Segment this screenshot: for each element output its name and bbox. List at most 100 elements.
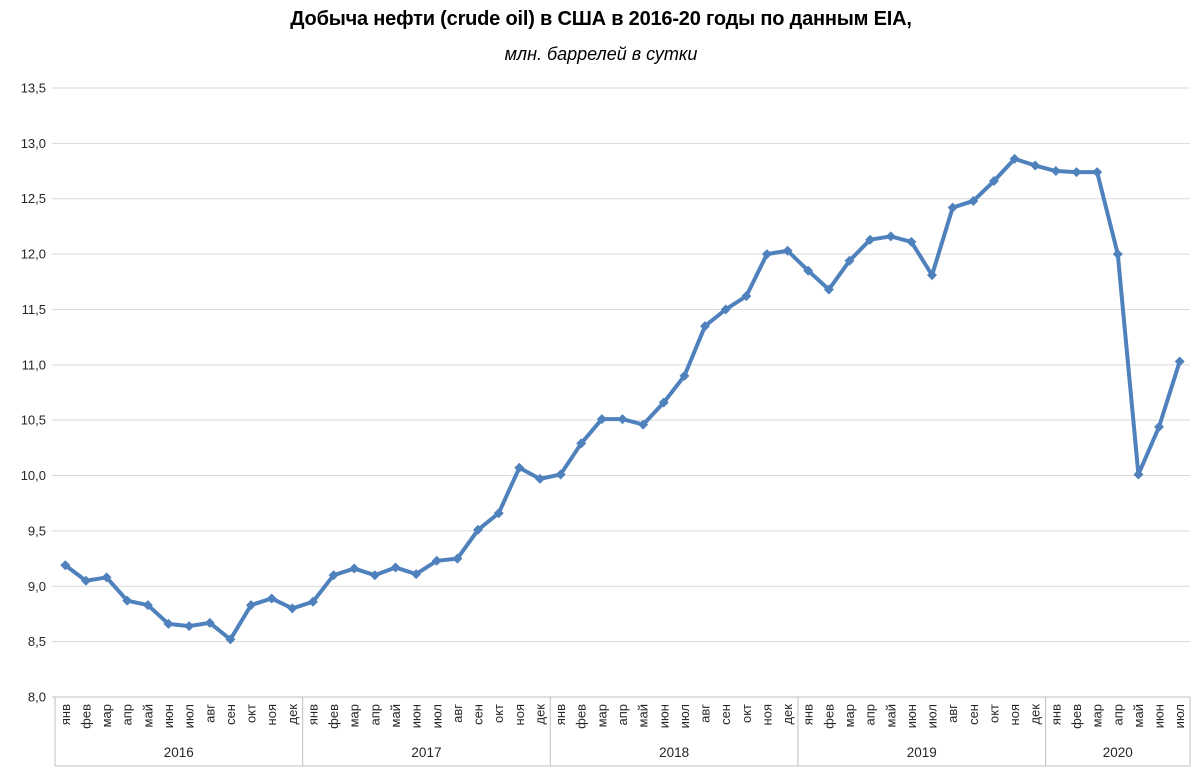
x-month-label: дек	[780, 704, 795, 725]
data-point-marker	[638, 419, 649, 430]
x-month-label: ноя	[1007, 704, 1022, 725]
chart-subtitle: млн. баррелей в сутки	[504, 44, 698, 64]
data-point-marker	[761, 249, 772, 260]
x-month-label: июл	[925, 704, 940, 728]
x-month-label: дек	[285, 704, 300, 725]
gridlines	[52, 87, 1190, 698]
data-point-marker	[1030, 160, 1041, 171]
x-month-label: ноя	[759, 704, 774, 725]
production-line	[63, 156, 1182, 642]
x-month-label: окт	[244, 704, 259, 723]
data-point-marker	[1071, 167, 1082, 178]
x-month-label: апр	[863, 704, 878, 726]
x-month-label: июл	[677, 704, 692, 728]
data-point-marker	[1092, 167, 1103, 178]
data-point-marker	[1133, 469, 1144, 480]
data-point-marker	[246, 600, 257, 611]
x-month-label: мар	[594, 704, 609, 727]
data-point-marker	[1174, 356, 1185, 367]
data-point-marker	[493, 508, 504, 519]
data-point-marker	[390, 562, 401, 573]
data-point-marker	[411, 569, 422, 580]
x-month-label: июл	[429, 704, 444, 728]
x-month-label: мар	[99, 704, 114, 727]
y-tick-label: 10,0	[21, 468, 46, 483]
x-month-label: апр	[367, 704, 382, 726]
x-month-label: май	[388, 704, 403, 727]
data-point-marker	[1154, 421, 1165, 432]
x-month-label: фев	[326, 704, 341, 729]
data-point-marker	[906, 236, 917, 247]
y-tick-label: 12,0	[21, 247, 46, 262]
data-point-marker	[287, 603, 298, 614]
x-month-label: апр	[1110, 704, 1125, 726]
x-month-label: окт	[986, 704, 1001, 723]
data-point-marker	[142, 600, 153, 611]
x-month-label: сен	[718, 704, 733, 725]
y-tick-label: 13,0	[21, 136, 46, 151]
x-month-label: апр	[120, 704, 135, 726]
year-label: 2017	[411, 745, 441, 760]
x-axis-month-labels: янв фев мар апр май июн июл авг сен окт ноя дек янв ф…	[58, 704, 1187, 729]
x-month-label: июн	[409, 704, 424, 728]
x-month-label: янв	[553, 704, 568, 725]
x-month-label: май	[1131, 704, 1146, 727]
x-month-label: авг	[450, 704, 465, 723]
x-month-label: авг	[945, 704, 960, 723]
x-axis-year-band: 2016 2017 2018 2019 2020	[54, 697, 1191, 767]
data-point-marker	[679, 370, 690, 381]
x-month-label: июн	[904, 704, 919, 728]
data-point-marker	[473, 524, 484, 535]
y-tick-label: 12,5	[21, 191, 46, 206]
y-tick-label: 9,5	[28, 523, 46, 538]
data-point-marker	[307, 596, 318, 607]
x-month-label: сен	[471, 704, 486, 725]
data-point-marker	[452, 553, 463, 564]
data-point-marker	[431, 555, 442, 566]
data-point-marker	[617, 414, 628, 425]
x-month-label: июн	[656, 704, 671, 728]
data-point-marker	[369, 570, 380, 581]
data-point-marker	[349, 563, 360, 574]
data-point-marker	[80, 575, 91, 586]
x-month-label: фев	[1069, 704, 1084, 729]
data-point-marker	[534, 473, 545, 484]
x-month-label: дек	[1028, 704, 1043, 725]
x-month-label: май	[636, 704, 651, 727]
data-point-marker	[266, 593, 277, 604]
year-label: 2020	[1103, 745, 1133, 760]
y-tick-label: 9,0	[28, 579, 46, 594]
data-point-marker	[225, 634, 236, 645]
y-tick-label: 11,0	[22, 357, 46, 372]
data-point-marker	[514, 462, 525, 473]
data-point-marker	[782, 245, 793, 256]
x-month-label: окт	[491, 704, 506, 723]
data-point-marker	[555, 469, 566, 480]
x-month-label: фев	[821, 704, 836, 729]
data-point-marker	[803, 265, 814, 276]
data-point-marker	[1050, 166, 1061, 177]
data-point-marker	[328, 570, 339, 581]
data-point-marker	[720, 304, 731, 315]
data-point-marker	[823, 284, 834, 295]
data-point-marker	[576, 438, 587, 449]
x-month-label: май	[140, 704, 155, 727]
data-point-marker	[865, 234, 876, 245]
data-point-marker	[988, 176, 999, 187]
y-tick-label: 13,5	[21, 81, 46, 96]
x-month-label: фев	[78, 704, 93, 729]
chart-title: Добыча нефти (crude oil) в США в 2016-20…	[290, 8, 912, 30]
data-point-marker	[163, 618, 174, 629]
y-tick-label: 10,5	[21, 413, 46, 428]
data-point-marker	[844, 255, 855, 266]
x-month-label: фев	[574, 704, 589, 729]
x-month-label: мар	[1090, 704, 1105, 727]
x-month-label: окт	[739, 704, 754, 723]
x-month-label: июн	[161, 704, 176, 728]
x-month-label: июл	[1172, 704, 1187, 728]
year-label: 2019	[907, 745, 937, 760]
data-point-marker	[184, 621, 195, 632]
y-tick-label: 11,5	[22, 302, 46, 317]
x-month-label: сен	[223, 704, 238, 725]
